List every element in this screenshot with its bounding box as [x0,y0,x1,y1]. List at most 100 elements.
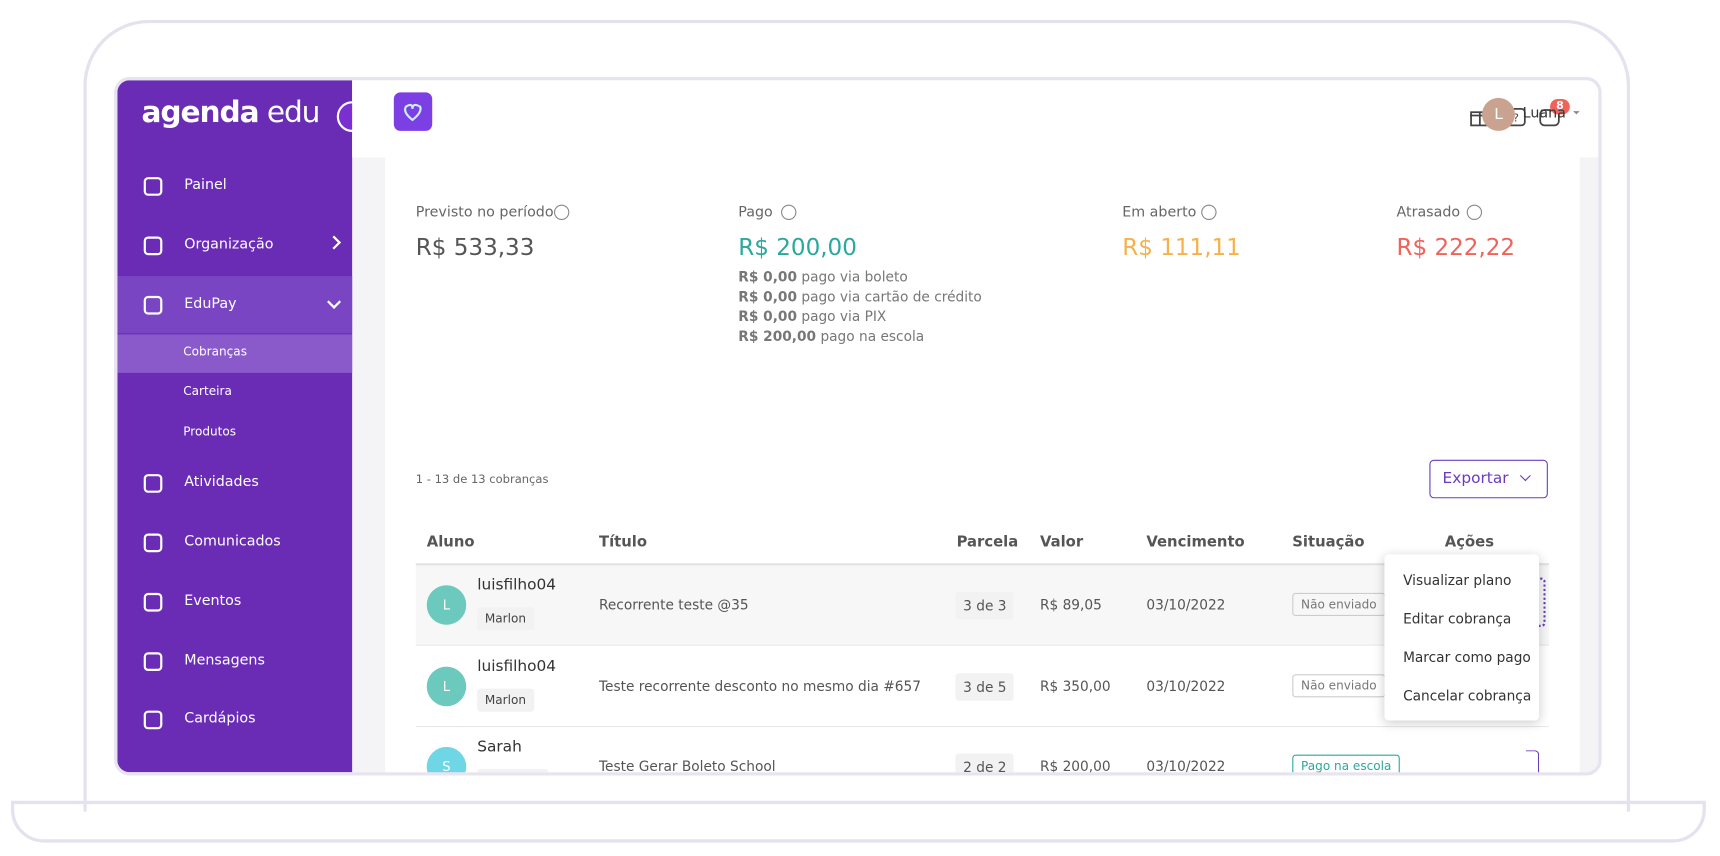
app-logo[interactable] [393,92,433,131]
result-count: 1 - 13 de 13 cobranças [415,473,549,487]
summary-value: R$ 111,11 [1122,234,1241,261]
column-header: Situação [1292,533,1365,552]
student-avatar: L [426,585,467,625]
amount: R$ 350,00 [1039,677,1111,694]
topbar: ? 8 L Luana [352,80,1599,158]
detail-text: pago na escola [820,327,925,345]
amount: R$ 89,05 [1039,596,1102,613]
logo-sub: edu [266,95,321,130]
due-date: 03/10/2022 [1146,677,1226,694]
nav-item[interactable]: Organização [184,236,274,254]
nav-caret [327,235,342,250]
nav-icon [143,177,163,196]
export-button[interactable]: Exportar [1429,459,1548,499]
row-rule [415,725,1549,727]
detail-text: pago via PIX [801,308,887,325]
summary-label: Previsto no período [415,204,554,222]
charge-title: Teste Gerar Boleto School [598,757,776,775]
actions-button-edge [1525,750,1540,773]
nav-icon [143,295,163,315]
student-class: Marlon [477,607,534,631]
laptop-base [10,800,1706,843]
detail-amount: R$ 0,00 [738,268,797,285]
user-caret [1573,111,1580,115]
detail-amount: R$ 200,00 [738,327,817,345]
nav-item[interactable]: Comunicados [184,533,281,551]
column-header: Aluno [426,533,475,552]
help-icon [781,204,797,220]
sidebar: agenda edu Painel Organização EduPay Cobran… [117,80,368,773]
svg-text:?: ? [1513,112,1519,125]
nav-item[interactable]: Cobranças [183,344,247,359]
detail-text: pago via cartão de crédito [801,288,982,305]
help-icon [1466,204,1483,220]
column-header: Parcela [956,533,1019,552]
nav-icon [143,236,163,256]
student-class: Marlon [477,688,534,712]
column-header: Vencimento [1146,533,1245,552]
help-icon [1201,204,1217,220]
student-avatar: L [426,666,467,706]
menu-item[interactable]: Cancelar cobrança [1403,687,1532,705]
student-name: Sarah [477,738,522,756]
actions-menu: Visualizar plano Editar cobrança Marcar co… [1384,554,1540,721]
status: Não enviado [1292,592,1386,616]
nav-item[interactable]: EduPay [184,295,237,313]
notification-badge: 8 [1550,99,1570,115]
nav-icon [143,652,163,671]
nav-item[interactable]: Cardápios [184,710,256,728]
screen: agenda edu Painel Organização EduPay Cobran… [114,77,1602,776]
column-header: Título [598,533,648,552]
summary-detail: R$ 0,00 pago via cartão de crédito [738,288,982,305]
student-avatar: S [426,746,467,773]
summary-detail: R$ 200,00 pago na escola [738,328,924,345]
nav-active-item [117,334,353,373]
summary-label: Pago [738,204,773,222]
nav-icon [143,710,163,730]
installment: 2 de 2 [955,753,1015,773]
row-rule [415,644,1549,646]
detail-amount: R$ 0,00 [738,308,797,325]
charge-title: Teste recorrente desconto no mesmo dia #… [598,677,921,694]
summary-label: Em aberto [1122,204,1197,222]
header-rule [415,563,1549,566]
summary-value: R$ 200,00 [738,234,857,261]
user-name[interactable]: Luana [1522,105,1566,123]
status: Pago na escola [1292,754,1401,773]
student-name: luisfilho04 [477,657,557,675]
summary-value: R$ 533,33 [415,234,535,261]
logo-main: agenda [141,95,260,130]
nav-active-group [117,276,353,334]
amount: R$ 200,00 [1039,757,1111,775]
nav-item[interactable]: Painel [184,177,227,194]
menu-item[interactable]: Visualizar plano [1403,572,1512,589]
menu-item[interactable]: Marcar como pago [1403,649,1531,666]
detail-amount: R$ 0,00 [738,288,797,305]
summary-detail: R$ 0,00 pago via boleto [738,268,907,285]
due-date: 03/10/2022 [1146,596,1226,613]
nav-icon [143,474,163,493]
nav-item[interactable]: Eventos [184,592,242,610]
nav-item[interactable]: Atividades [184,474,259,491]
summary-label: Atrasado [1396,204,1461,222]
due-date: 03/10/2022 [1146,757,1226,775]
app-logo-icon [403,103,422,122]
user-avatar[interactable]: L [1482,97,1515,131]
help-icon [553,204,570,220]
export-label: Exportar [1442,469,1509,488]
nav-item[interactable]: Mensagens [184,652,265,669]
detail-text: pago via boleto [801,268,908,285]
column-header: Ações [1444,533,1495,552]
nav-item[interactable]: Produtos [183,424,237,439]
installment: 3 de 3 [955,591,1015,620]
menu-item[interactable]: Editar cobrança [1403,610,1512,628]
nav-icon [143,592,163,612]
content-card: Previsto no período R$ 533,33 Pago R$ 200,0… [385,157,1580,775]
nav-item[interactable]: Carteira [183,383,232,399]
student-class: Turma 02 [477,768,549,773]
status: Não enviado [1292,673,1386,697]
laptop-frame [83,19,1631,812]
nav-icon [143,533,163,553]
